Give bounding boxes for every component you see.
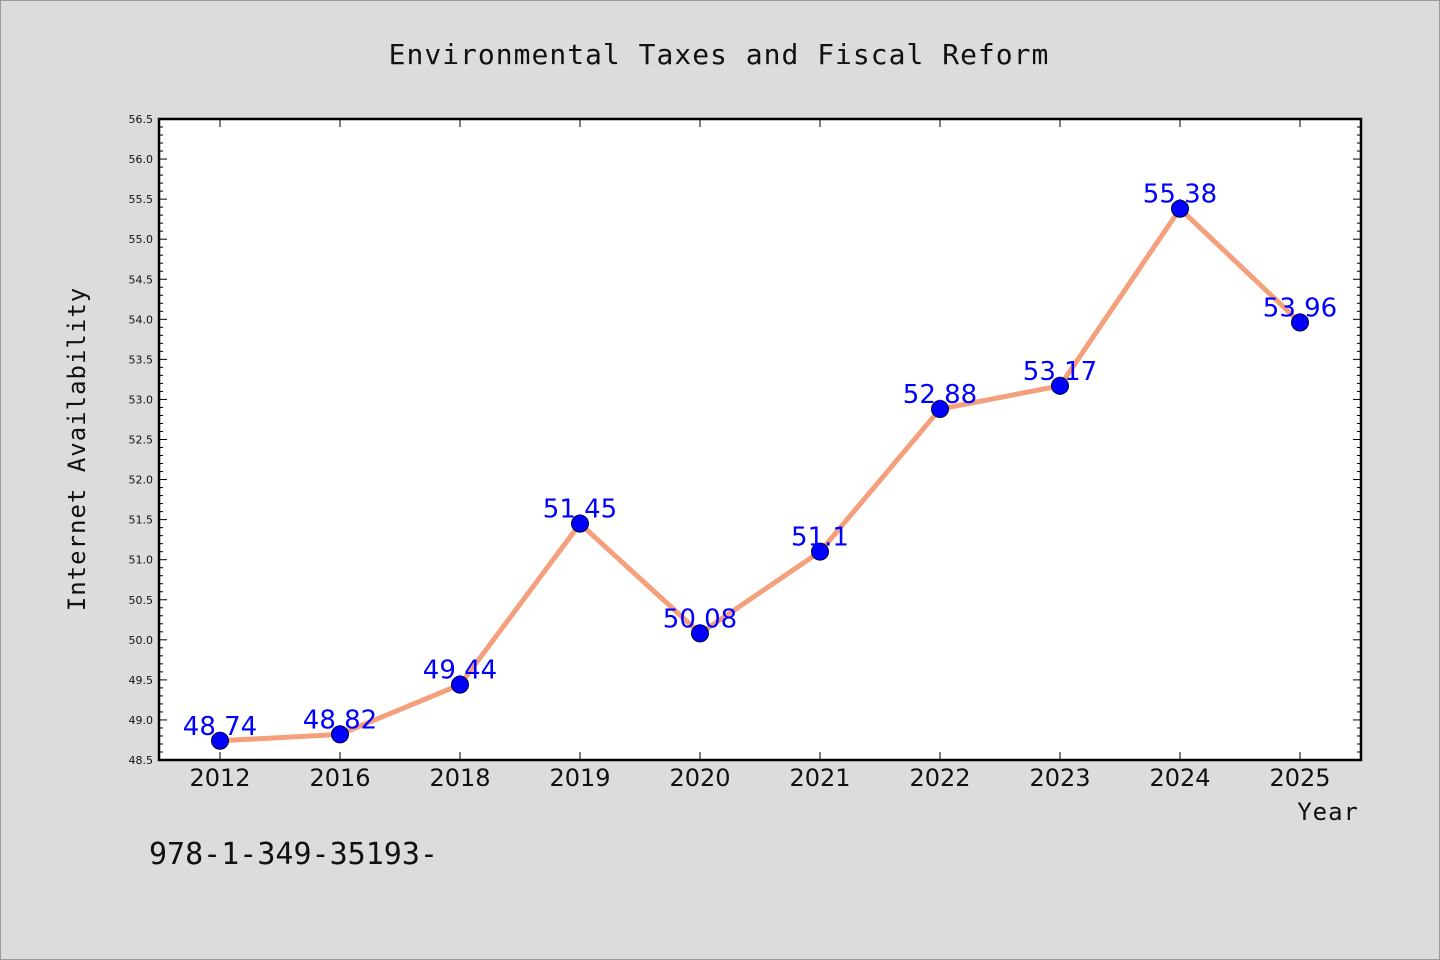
x-tick-label: 2024 [1149,764,1210,792]
data-label: 55.38 [1143,180,1217,210]
data-point [211,731,229,750]
y-tick-label: 51.5 [129,514,154,527]
data-label: 51.1 [791,523,849,553]
x-axis: 2012 2016 2018 2019 2020 2021 2022 2023 2024 2025 [189,119,1331,792]
data-point [931,400,949,419]
data-label: 51.45 [543,495,617,525]
data-label: 48.74 [183,712,257,742]
data-label: 53.96 [1263,294,1337,324]
y-tick-label: 55.5 [129,193,154,206]
data-series: 48.74 48.82 49.44 51.45 50.08 51.1 52.88 53.17 5… [183,180,1337,750]
y-tick-label: 56.5 [129,113,154,126]
y-tick-label: 55.0 [129,233,154,246]
y-tick-label: 49.5 [129,674,154,687]
y-axis: 48.5 49.0 49.5 50.0 50.5 51.0 51.5 52.0 52.5 53.0… [129,113,1361,767]
data-point [811,542,829,561]
x-tick-label: 2023 [1029,764,1090,792]
y-tick-label: 53.5 [129,353,154,366]
y-tick-label: 48.5 [129,754,154,767]
data-label: 53.17 [1023,357,1097,387]
plot-area [157,117,1363,762]
y-tick-label: 52.5 [129,434,154,447]
y-axis-label: Internet Availability [63,287,91,611]
x-tick-label: 2012 [189,764,250,792]
x-tick-label: 2018 [429,764,490,792]
data-point [331,725,349,744]
y-tick-label: 53.0 [129,393,154,406]
data-point [1051,376,1069,395]
data-point [1171,199,1189,218]
data-label: 50.08 [663,604,737,634]
x-tick-label: 2021 [789,764,850,792]
data-label: 48.82 [303,705,377,735]
data-point [691,624,709,643]
footnote: 978-1-349-35193- [149,837,438,872]
y-tick-label: 56.0 [129,153,154,166]
x-tick-label: 2019 [549,764,610,792]
y-tick-label: 51.0 [129,554,154,567]
data-point [571,514,589,533]
y-tick-label: 50.5 [129,594,154,607]
y-tick-label: 54.0 [129,313,154,326]
x-tick-label: 2016 [309,764,370,792]
x-tick-label: 2020 [669,764,730,792]
data-label: 52.88 [903,380,977,410]
series-line [217,206,1303,744]
data-point [451,675,469,694]
chart-title: Environmental Taxes and Fiscal Reform [389,38,1050,71]
x-tick-label: 2025 [1269,764,1330,792]
y-tick-label: 50.0 [129,634,154,647]
data-point [1291,313,1309,332]
y-tick-label: 49.0 [129,714,154,727]
data-label: 49.44 [423,656,497,686]
y-tick-label: 52.0 [129,474,154,487]
y-tick-label: 54.5 [129,273,154,286]
x-tick-label: 2022 [909,764,970,792]
x-axis-label: Year [1297,798,1359,826]
